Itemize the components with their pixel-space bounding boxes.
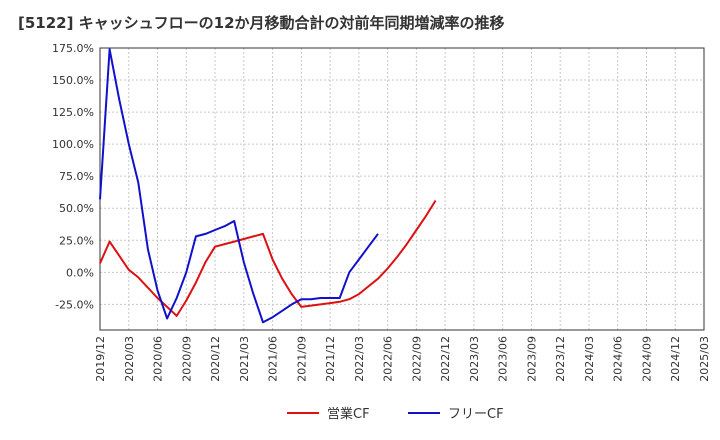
x-tick-label: 2022/03	[353, 336, 366, 382]
y-tick-label: 150.0%	[52, 74, 94, 87]
x-tick-label: 2020/06	[152, 336, 165, 382]
x-tick-label: 2024/06	[612, 336, 625, 382]
x-tick-label: 2022/12	[439, 336, 452, 382]
x-tick-label: 2021/06	[267, 336, 280, 382]
x-tick-label: 2019/12	[94, 336, 107, 382]
series-line-2	[99, 48, 379, 324]
y-tick-label: 125.0%	[52, 106, 94, 119]
x-tick-label: 2023/03	[468, 336, 481, 382]
x-axis-ticks: 2019/12 2020/03 2020/06 2020/09 2020/12 2021/…	[94, 336, 711, 382]
x-tick-label: 2020/09	[180, 336, 193, 382]
y-tick-label: -25.0%	[55, 298, 94, 311]
legend: 営業CF フリーCF	[287, 406, 504, 422]
y-tick-label: 100.0%	[52, 138, 94, 151]
x-tick-label: 2023/09	[525, 336, 538, 382]
series-line-1	[99, 199, 437, 317]
x-tick-label: 2021/09	[295, 336, 308, 382]
series-layer	[99, 48, 437, 324]
grid-layer	[99, 47, 705, 330]
x-tick-label: 2025/03	[698, 336, 711, 382]
y-axis-ticks: -25.0% 0.0% 25.0% 50.0% 75.0% 100.0% 125.0% 150…	[52, 42, 94, 311]
chart-title: [5122] キャッシュフローの12か月移動合計の対前年同期増減率の推移	[18, 14, 505, 32]
x-tick-label: 2022/06	[382, 336, 395, 382]
y-tick-label: 0.0%	[66, 266, 94, 279]
y-tick-label: 50.0%	[59, 202, 94, 215]
x-tick-label: 2022/09	[410, 336, 423, 382]
x-tick-label: 2024/12	[669, 336, 682, 382]
x-tick-label: 2024/03	[583, 336, 596, 382]
x-tick-label: 2020/12	[209, 336, 222, 382]
y-tick-label: 75.0%	[59, 170, 94, 183]
x-tick-label: 2023/12	[554, 336, 567, 382]
x-tick-label: 2020/03	[123, 336, 136, 382]
x-tick-label: 2021/12	[324, 336, 337, 382]
x-tick-label: 2024/09	[640, 336, 653, 382]
y-tick-label: 175.0%	[52, 42, 94, 55]
legend-label-1: 営業CF	[327, 406, 370, 422]
plot-frame	[99, 47, 705, 331]
x-tick-label: 2021/03	[238, 336, 251, 382]
y-tick-label: 25.0%	[59, 234, 94, 247]
x-tick-label: 2023/06	[497, 336, 510, 382]
legend-label-2: フリーCF	[448, 407, 504, 422]
